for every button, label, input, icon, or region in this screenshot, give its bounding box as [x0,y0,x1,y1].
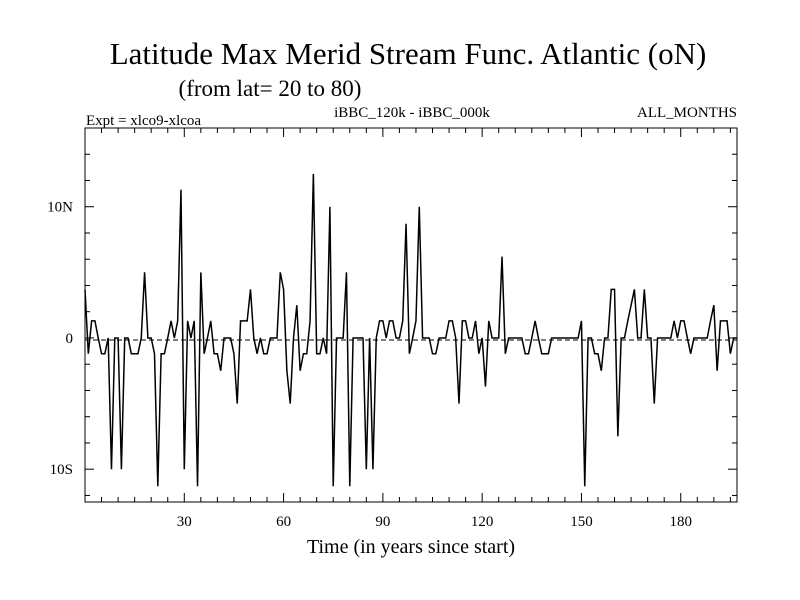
chart-subtitle: (from lat= 20 to 80) [179,76,362,101]
x-tick-label: 120 [471,514,494,530]
x-tick-label: 180 [669,514,692,530]
months-label: ALL_MONTHS [637,105,737,121]
x-tick-label: 60 [276,514,291,530]
y-tick-label: 0 [66,331,74,347]
y-tick-label: 10S [50,462,73,478]
x-tick-label: 90 [375,514,390,530]
plot-frame [84,127,738,503]
chart-title: Latitude Max Merid Stream Func. Atlantic… [110,36,707,71]
experiment-label: Expt = xlco9-xlcoa [86,113,201,129]
comparison-label: iBBC_120k - iBBC_000k [334,105,490,121]
series-line [84,173,737,487]
x-axis-label: Time (in years since start) [307,536,515,558]
axis-ticks [85,127,737,502]
y-tick-label: 10N [47,200,73,216]
tick-labels: 30 60 90 120 150 180 10S 0 10N [47,200,692,530]
x-tick-label: 30 [177,514,192,530]
x-tick-label: 150 [570,514,593,530]
